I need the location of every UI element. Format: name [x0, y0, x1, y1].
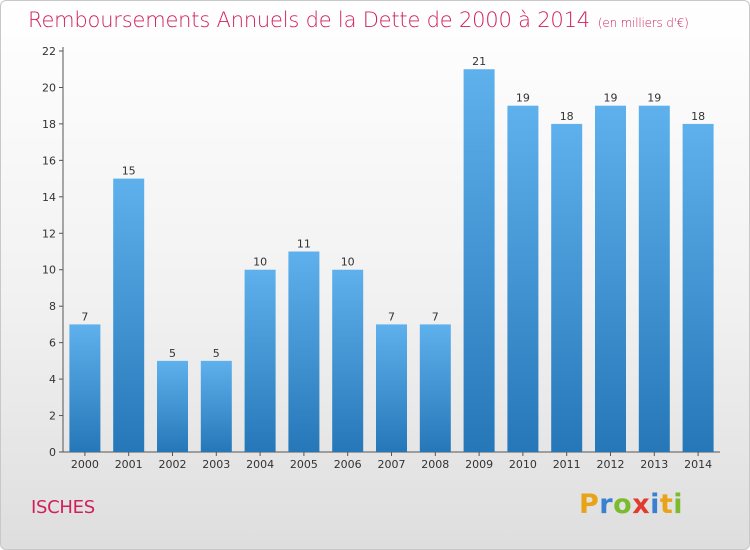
bar-value-label: 10	[341, 256, 355, 269]
bar-value-label: 5	[213, 347, 220, 360]
bar	[200, 360, 232, 452]
y-tick-label: 14	[42, 191, 56, 204]
bar	[595, 105, 626, 452]
bar	[288, 251, 320, 452]
x-tick-label: 2007	[378, 458, 406, 471]
proxiti-logo: Proxiti	[579, 489, 684, 520]
y-tick-label: 22	[42, 45, 56, 58]
bar	[551, 123, 583, 452]
y-tick-label: 12	[42, 227, 56, 240]
bar-value-label: 7	[388, 310, 395, 323]
bar-value-label: 15	[122, 165, 136, 178]
y-tick-label: 4	[49, 373, 56, 386]
bar	[332, 269, 364, 452]
commune-name: ISCHES	[31, 497, 95, 518]
bar-value-label: 18	[560, 110, 574, 123]
bar-value-label: 5	[169, 347, 176, 360]
y-tick-label: 8	[49, 300, 56, 313]
x-tick-label: 2001	[115, 458, 143, 471]
x-tick-label: 2000	[71, 458, 99, 471]
bar-value-label: 7	[432, 310, 439, 323]
bar-value-label: 11	[297, 238, 311, 251]
x-tick-label: 2009	[465, 458, 493, 471]
x-tick-label: 2013	[640, 458, 668, 471]
y-tick-label: 18	[42, 118, 56, 131]
bar-value-label: 10	[253, 256, 267, 269]
x-tick-label: 2010	[509, 458, 537, 471]
bar	[463, 69, 495, 453]
y-tick-label: 0	[49, 446, 56, 459]
bar	[419, 324, 451, 452]
x-tick-label: 2006	[334, 458, 362, 471]
bar	[113, 178, 145, 452]
y-tick-label: 20	[42, 81, 56, 94]
x-tick-label: 2008	[421, 458, 449, 471]
x-tick-label: 2005	[290, 458, 318, 471]
y-tick-label: 10	[42, 264, 56, 277]
chart-title-text: Remboursements Annuels de la Dette de 20…	[28, 8, 590, 32]
chart-title: Remboursements Annuels de la Dette de 20…	[28, 8, 689, 32]
bar-value-label: 19	[647, 92, 661, 105]
y-tick-label: 2	[49, 410, 56, 423]
bar-value-label: 21	[472, 55, 486, 68]
x-tick-label: 2003	[202, 458, 230, 471]
bar	[507, 105, 539, 452]
x-tick-label: 2002	[159, 458, 187, 471]
chart-axes: 0 2 4 6 8 10 12 14 16 18 20 22 2000 2001 2002 2003 2004 2…	[42, 45, 720, 471]
chart-unit: (en milliers d'€)	[597, 16, 689, 30]
bar-value-label: 18	[691, 110, 705, 123]
y-tick-label: 6	[49, 337, 56, 350]
bar	[638, 105, 670, 452]
bar	[682, 123, 714, 452]
x-tick-label: 2011	[553, 458, 581, 471]
y-tick-label: 16	[42, 154, 56, 167]
bar-value-label: 19	[604, 92, 618, 105]
x-tick-label: 2004	[246, 458, 274, 471]
x-tick-label: 2014	[684, 458, 712, 471]
bar	[157, 360, 188, 452]
bar	[69, 324, 101, 452]
bar-value-label: 7	[81, 310, 88, 323]
bar-value-label: 19	[516, 92, 530, 105]
chart-value-labels: 7 15 5 5 10 11 10 7 7 21 19 18 19 19 18	[81, 55, 705, 360]
bar	[244, 269, 276, 452]
chart-bars	[69, 69, 714, 453]
x-tick-label: 2012	[597, 458, 625, 471]
bar	[376, 324, 407, 452]
